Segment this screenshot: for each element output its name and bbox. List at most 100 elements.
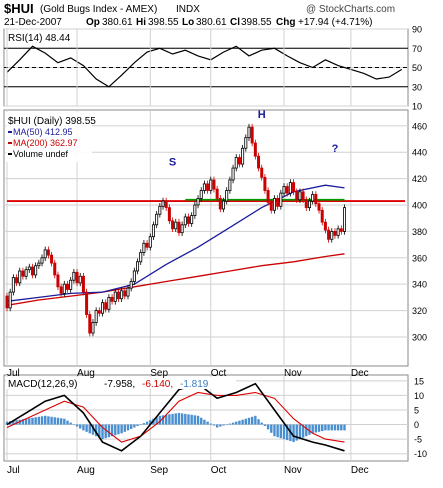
macd-histogram-bar: [50, 416, 53, 425]
macd-tick-label: 15: [414, 376, 424, 386]
macd-histogram-bar: [59, 418, 63, 425]
macd-histogram-bar: [139, 424, 142, 426]
candle-body: [69, 279, 73, 290]
header-name: (Gold Bugs Index - AMEX): [40, 4, 157, 15]
candle-body: [336, 228, 340, 236]
macd-tick-label: 0: [414, 420, 419, 430]
macd-histogram-bar: [263, 424, 267, 427]
candle-body: [101, 302, 105, 314]
price-tick-label: 460: [412, 121, 427, 131]
header-high: 398.55: [148, 17, 179, 28]
x-tick-label-top: Oct: [211, 368, 227, 379]
macd-histogram-bar: [158, 415, 162, 425]
macd-histogram-bar: [190, 414, 193, 425]
candle-body: [180, 224, 184, 234]
candle-body: [206, 183, 210, 191]
macd-histogram-bar: [295, 424, 298, 441]
macd-histogram-bar: [260, 422, 263, 425]
x-tick-label-bottom: Jul: [7, 465, 20, 476]
macd-histogram-bar: [149, 420, 152, 425]
macd-histogram-bar: [330, 424, 333, 431]
candle-body: [81, 275, 85, 293]
macd-histogram-bar: [142, 423, 146, 425]
rsi-title: RSI(14) 48.44: [8, 33, 71, 44]
macd-histogram-bar: [177, 412, 181, 425]
macd-histogram-bar: [37, 416, 41, 425]
candle-body: [129, 281, 133, 289]
candle-body: [155, 213, 159, 226]
candle-body: [126, 287, 130, 297]
macd-histogram-bar: [168, 414, 171, 425]
candle-body: [314, 194, 318, 205]
macd-histogram-bar: [40, 416, 44, 425]
header-high-label: Hi: [136, 17, 146, 28]
candle-body: [222, 200, 226, 210]
macd-histogram-bar: [72, 424, 76, 426]
candle-body: [317, 203, 321, 211]
header-low-label: Lo: [182, 17, 194, 28]
header-date: 21-Dec-2007: [4, 17, 62, 28]
rsi-line: [6, 45, 403, 88]
macd-histogram-bar: [196, 415, 200, 425]
candle-body: [228, 179, 232, 191]
candle-body: [15, 277, 19, 284]
candle-body: [113, 291, 117, 302]
candle-body: [186, 216, 190, 224]
macd-histogram-bar: [15, 420, 18, 425]
macd-histogram-bar: [285, 424, 289, 441]
macd-histogram-bar: [110, 424, 114, 437]
price-tick-label: 320: [412, 306, 427, 316]
macd-histogram-bar: [321, 424, 324, 432]
candle-body: [142, 242, 146, 253]
candle-body: [120, 290, 124, 300]
x-axis: Jul Jul Aug Aug Sep Sep Oct Oct Nov Nov Dec Dec: [7, 368, 369, 476]
candle-body: [218, 198, 222, 210]
macd-histogram-bar: [311, 424, 314, 434]
candle-body: [136, 261, 140, 272]
candle-body: [199, 190, 203, 199]
macd-histogram-bar: [82, 424, 85, 431]
candle-body: [104, 302, 108, 310]
macd-histogram-bar: [305, 424, 308, 437]
macd-histogram-bar: [129, 424, 133, 429]
candle-body: [78, 275, 82, 284]
candle-body: [323, 221, 327, 231]
candle-body: [75, 271, 79, 284]
macd-histogram-bar: [301, 424, 305, 438]
macd-histogram-bar: [308, 424, 311, 435]
candle-body: [279, 192, 283, 207]
header-low: 380.61: [196, 17, 227, 28]
macd-histogram-bar: [180, 413, 184, 425]
macd-histogram-bar: [120, 424, 123, 434]
macd-histogram-bar: [270, 424, 273, 433]
candle-body: [30, 266, 34, 276]
macd-histogram-bar: [317, 424, 321, 432]
rsi-panel: 10 30 50 70 90 RSI(14) 48.44: [4, 25, 422, 112]
macd-histogram-bar: [209, 423, 212, 425]
candle-body: [65, 283, 69, 290]
candle-body: [43, 249, 47, 259]
header-close: 398.55: [241, 17, 272, 28]
macd-histogram-bar: [114, 424, 117, 436]
macd-histogram-bar: [47, 416, 50, 425]
candle-body: [59, 286, 63, 294]
macd-histogram-bar: [184, 413, 187, 425]
macd-histogram-bar: [85, 424, 88, 432]
macd-histogram-bar: [165, 414, 168, 425]
macd-histogram-bar: [340, 424, 343, 431]
price-tick-label: 300: [412, 332, 427, 342]
rsi-tick-label: 10: [412, 102, 422, 112]
macd-tick-label: 5: [414, 405, 419, 415]
rsi-tick-label: 50: [412, 63, 422, 73]
x-tick-label-bottom: Dec: [351, 465, 369, 476]
x-tick-label-bottom: Nov: [284, 465, 302, 476]
candle-body: [27, 266, 31, 271]
legend-entry: Volume undef: [13, 149, 69, 159]
macd-histogram-bar: [174, 413, 177, 425]
x-tick-label-bottom: Sep: [150, 465, 168, 476]
candle-body: [244, 137, 248, 149]
macd-histogram-bar: [193, 415, 197, 425]
candle-body: [272, 198, 276, 211]
header-symbol: $HUI: [4, 1, 34, 16]
macd-tick-label: -5: [414, 435, 422, 445]
